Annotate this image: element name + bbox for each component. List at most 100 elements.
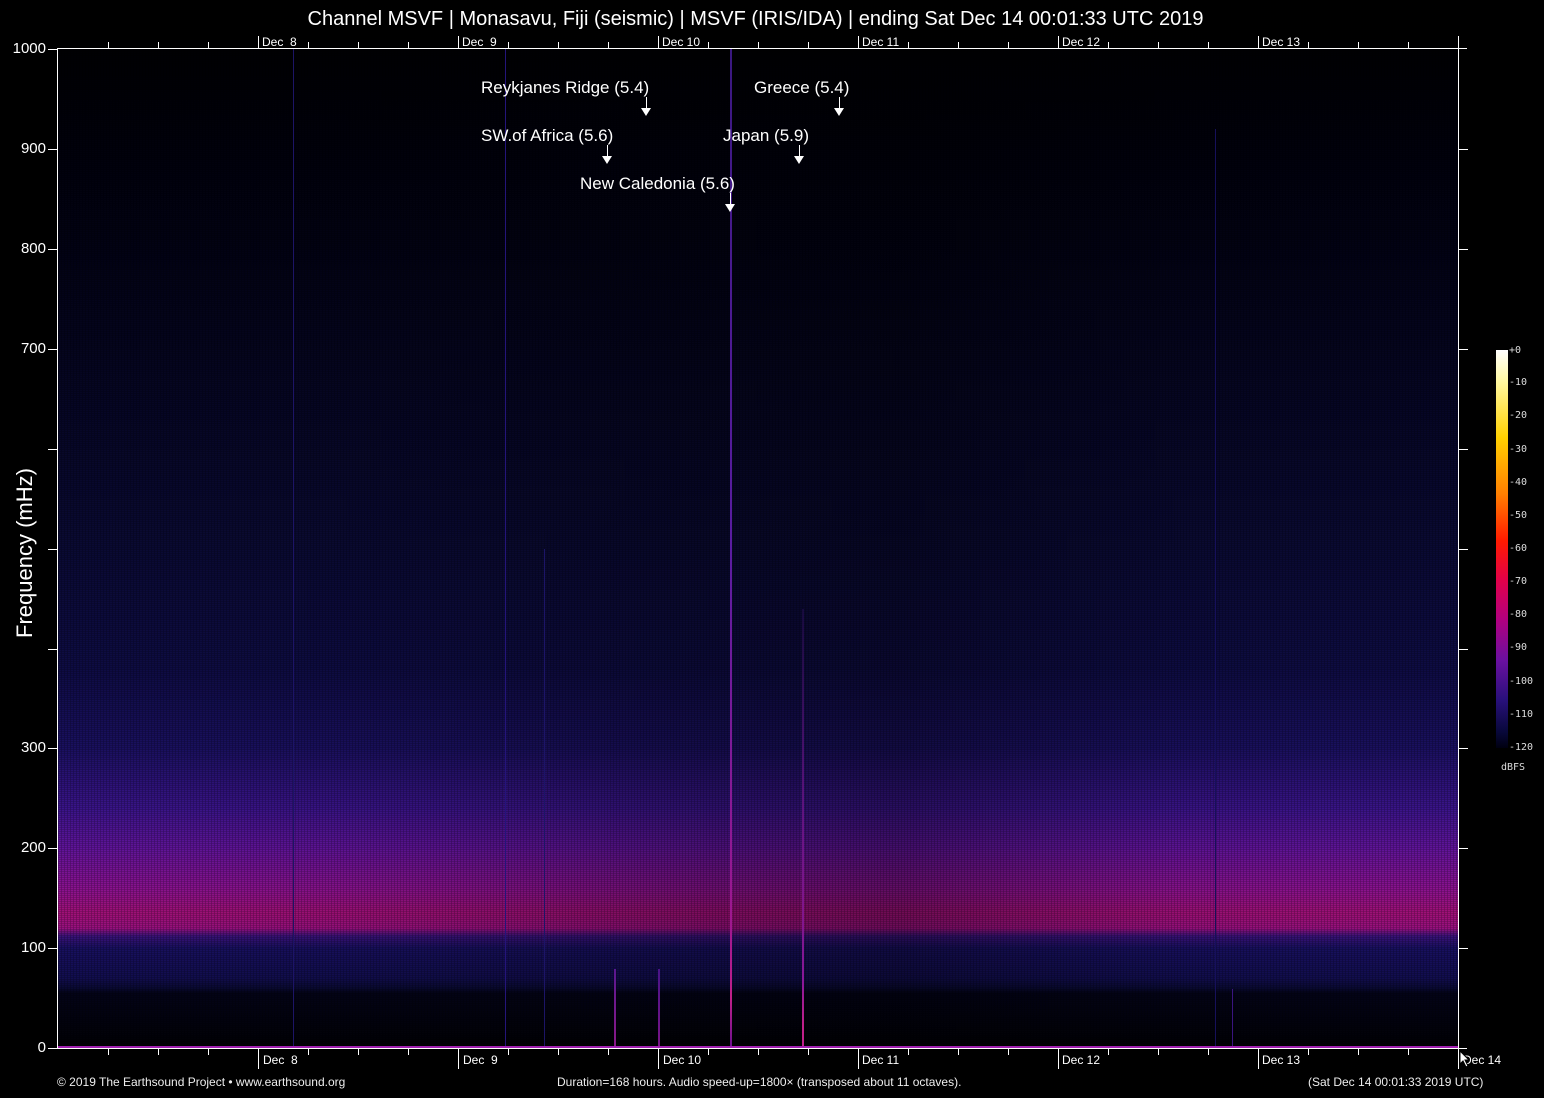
x-tick-minor: [508, 1049, 509, 1055]
y-tick: [48, 649, 57, 650]
y-tick-right: [1459, 349, 1468, 350]
top-day-label: Dec 8: [262, 35, 297, 49]
x-tick-major: [1258, 1049, 1259, 1069]
colorbar: [1496, 350, 1508, 748]
event-streak-dec9: [505, 49, 506, 1048]
y-tick-label: 0: [37, 1039, 46, 1056]
y-tick-right: [1459, 149, 1468, 150]
colorbar-tick-label: -90: [1509, 642, 1528, 653]
x-tick-minor: [158, 1049, 159, 1055]
event-streak-reykjanes: [658, 969, 660, 1048]
y-tick-label: 800: [20, 240, 46, 257]
bottom-axis-line: [57, 1048, 1467, 1049]
x-tick-minor: [708, 42, 709, 48]
end-time-text: (Sat Dec 14 00:01:33 2019 UTC): [1308, 1075, 1484, 1089]
top-axis-line: [57, 48, 1467, 49]
x-tick-major: [258, 1049, 259, 1069]
x-tick-minor: [558, 42, 559, 48]
x-tick-minor: [158, 42, 159, 48]
bottom-day-label: Dec 9: [463, 1053, 498, 1067]
y-tick-label: 700: [20, 340, 46, 357]
y-tick-label: 1000: [12, 40, 46, 57]
arrow-down-icon: [834, 108, 844, 116]
arrow-down-icon: [794, 156, 804, 164]
x-tick-minor: [208, 1049, 209, 1055]
left-axis-line: [57, 49, 58, 1049]
x-tick-minor: [908, 1049, 909, 1055]
event-streak-dec9b: [544, 549, 545, 1048]
x-tick-minor: [1108, 42, 1109, 48]
event-arrow: [799, 145, 800, 157]
event-label-greece: Greece (5.4): [754, 78, 850, 97]
colorbar-tick-label: +0: [1509, 345, 1522, 356]
x-tick-minor: [1008, 42, 1009, 48]
y-tick-right: [1459, 649, 1468, 650]
x-tick-minor: [308, 1049, 309, 1055]
y-tick: [48, 449, 57, 450]
colorbar-tick-label: -120: [1509, 742, 1534, 753]
x-tick-minor: [758, 1049, 759, 1055]
y-tick-right: [1459, 549, 1468, 550]
spectrogram-modulation: [58, 49, 1458, 1048]
x-tick-minor: [908, 42, 909, 48]
baseline: [58, 1046, 1458, 1048]
colorbar-tick-label: -50: [1509, 510, 1528, 521]
colorbar-tick-label: -60: [1509, 543, 1528, 554]
x-tick-major: [858, 36, 859, 48]
x-tick-minor: [1358, 1049, 1359, 1055]
spectrogram-noise: [58, 49, 1458, 1048]
x-tick-minor: [1308, 1049, 1309, 1055]
x-tick-minor: [1208, 42, 1209, 48]
x-tick-major: [1458, 36, 1459, 48]
x-tick-minor: [108, 42, 109, 48]
bottom-day-label: Dec 14: [1463, 1053, 1502, 1067]
x-tick-minor: [808, 1049, 809, 1055]
x-tick-minor: [1008, 1049, 1009, 1055]
spectrogram-plot: [58, 49, 1458, 1048]
x-tick-minor: [608, 1049, 609, 1055]
y-axis-label: Frequency (mHz): [12, 468, 37, 638]
x-tick-minor: [808, 42, 809, 48]
bottom-day-label: Dec 11: [862, 1053, 900, 1067]
y-tick-right: [1459, 848, 1468, 849]
duration-info-text: Duration=168 hours. Audio speed-up=1800×…: [557, 1075, 962, 1089]
event-arrow: [839, 97, 840, 109]
y-tick: [48, 948, 57, 949]
event-arrow: [607, 145, 608, 157]
event-streak-japan: [802, 609, 804, 1048]
colorbar-tick-label: -30: [1509, 444, 1528, 455]
x-tick-minor: [1408, 42, 1409, 48]
y-tick: [48, 748, 57, 749]
y-tick-label: 900: [20, 140, 46, 157]
colorbar-tick-label: -20: [1509, 410, 1528, 421]
copyright-text: © 2019 The Earthsound Project • www.eart…: [57, 1075, 346, 1089]
x-tick-minor: [1408, 1049, 1409, 1055]
y-tick-right: [1459, 249, 1468, 250]
x-tick-minor: [1158, 42, 1159, 48]
top-day-label: Dec 10: [662, 35, 701, 49]
x-tick-major: [258, 36, 259, 48]
y-tick: [48, 49, 57, 50]
bottom-day-label: Dec 8: [263, 1053, 298, 1067]
x-tick-major: [658, 36, 659, 48]
bottom-day-label: Dec 13: [1262, 1053, 1301, 1067]
x-tick-minor: [1208, 1049, 1209, 1055]
x-tick-major: [1058, 36, 1059, 48]
top-day-label: Dec 11: [862, 35, 900, 49]
colorbar-tick-label: -100: [1509, 676, 1534, 687]
x-tick-minor: [1358, 42, 1359, 48]
y-tick: [48, 549, 57, 550]
y-tick: [48, 149, 57, 150]
colorbar-unit-label: dBFS: [1501, 762, 1526, 773]
x-tick-minor: [358, 1049, 359, 1055]
colorbar-tick-label: -70: [1509, 576, 1528, 587]
right-axis-line: [1458, 49, 1459, 1049]
x-tick-minor: [208, 42, 209, 48]
y-tick-label: 100: [20, 939, 46, 956]
y-tick-right: [1459, 948, 1468, 949]
x-tick-minor: [958, 42, 959, 48]
top-day-label: Dec 12: [1062, 35, 1101, 49]
colorbar-tick-label: -40: [1509, 477, 1528, 488]
x-tick-major: [458, 1049, 459, 1069]
y-tick: [48, 249, 57, 250]
